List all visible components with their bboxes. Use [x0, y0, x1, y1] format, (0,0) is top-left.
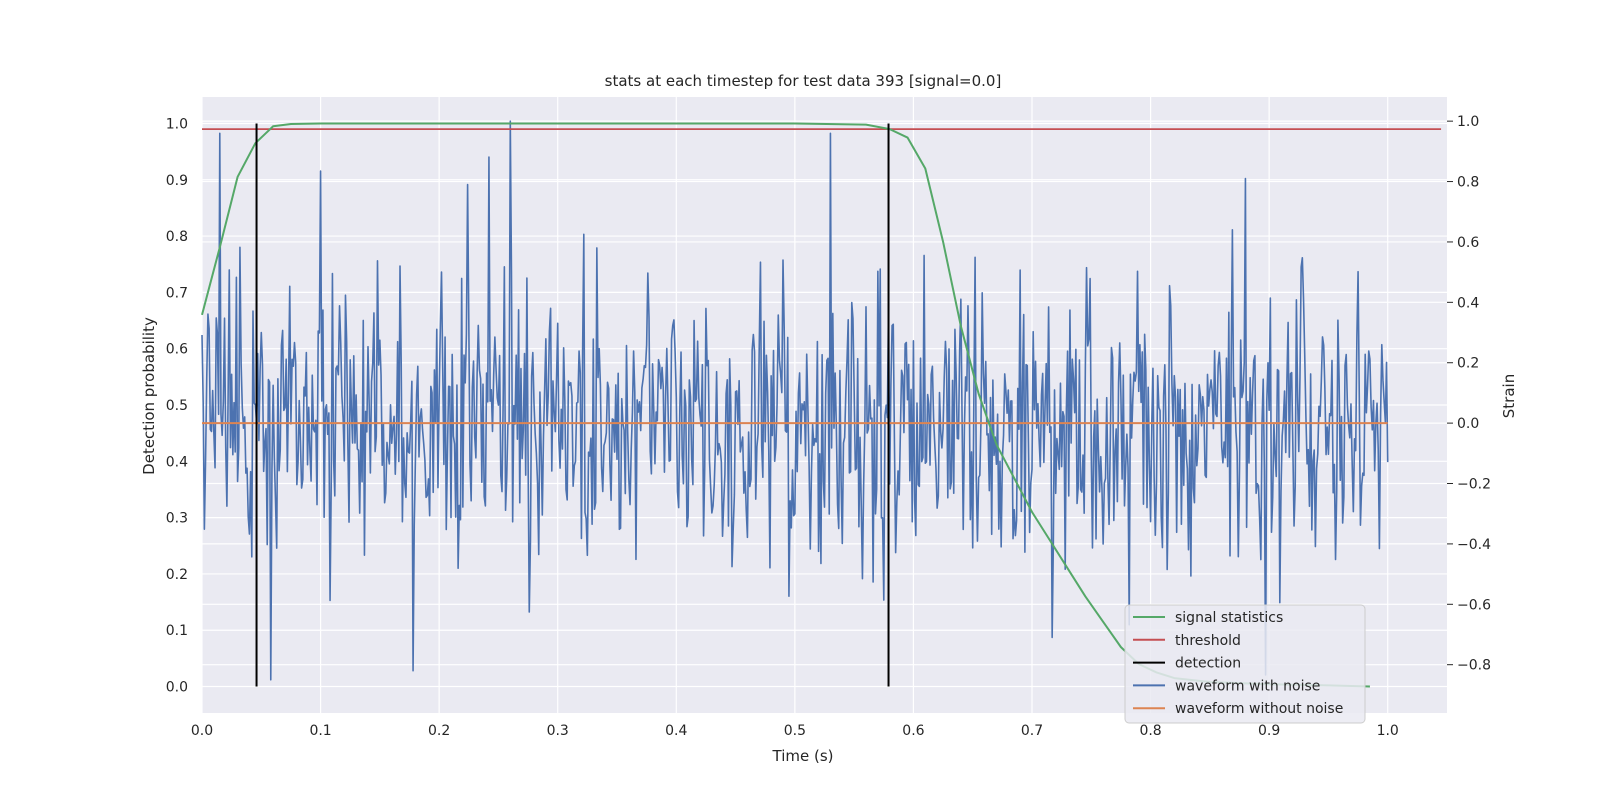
detection-series [255, 123, 890, 687]
y-tick-label-left: 0.1 [166, 623, 188, 639]
y-tick-label-right: 0.2 [1457, 356, 1479, 372]
y-axis-label-left: Detection probability [140, 317, 158, 475]
y-tick-label-right: 0.8 [1457, 175, 1479, 191]
y-tick-label-right: −0.6 [1457, 597, 1491, 613]
y-tick-label-left: 0.7 [166, 285, 188, 301]
x-tick-label: 0.6 [902, 723, 924, 739]
y-tick-label-left: 0.4 [166, 454, 188, 470]
legend-box [1124, 604, 1366, 724]
legend-entry: detection [1175, 656, 1241, 672]
x-tick-label: 0.1 [309, 723, 331, 739]
legend-entry: threshold [1175, 633, 1241, 649]
x-tick-label: 1.0 [1377, 723, 1399, 739]
y-tick-label-left: 0.5 [166, 398, 188, 414]
y-tick-label-left: 0.0 [166, 680, 188, 696]
y-tick-label-left: 0.8 [166, 229, 188, 245]
y-tick-label-right: −0.2 [1457, 477, 1491, 493]
y-tick-label-left: 0.9 [166, 173, 188, 189]
y-tick-label-right: 0.6 [1457, 235, 1479, 251]
x-tick-label: 0.7 [1021, 723, 1043, 739]
y-tick-label-left: 0.3 [166, 511, 188, 527]
y-tick-label-left: 1.0 [166, 116, 188, 132]
x-axis-label: Time (s) [772, 747, 834, 765]
x-tick-label: 0.3 [547, 723, 569, 739]
waveform-with-noise-series [201, 120, 1389, 681]
y-tick-label-right: 1.0 [1457, 114, 1479, 130]
x-tick-label: 0.2 [428, 723, 450, 739]
legend-entry: waveform with noise [1175, 678, 1320, 694]
x-tick-label: 0.4 [665, 723, 687, 739]
chart-title: stats at each timestep for test data 393… [605, 72, 1002, 90]
x-tick-label: 0.5 [784, 723, 806, 739]
y-tick-label-right: 0.4 [1457, 295, 1479, 311]
y-tick-label-right: 0.0 [1457, 416, 1479, 432]
x-tick-label: 0.8 [1139, 723, 1161, 739]
waveform-with-noise-line [201, 120, 1389, 681]
legend: signal statistics threshold detection wavef… [1124, 604, 1366, 724]
y-axis-label-right: Strain [1500, 374, 1518, 418]
y-tick-label-right: −0.4 [1457, 537, 1491, 553]
axes: 0.0 0.1 0.2 0.3 0.4 0.5 0.6 0.7 0.8 0.9 1.0 0.0 0.1 0… [166, 114, 1491, 739]
y-tick-label-right: −0.8 [1457, 658, 1491, 674]
legend-entry: signal statistics [1175, 610, 1283, 626]
y-tick-label-left: 0.6 [166, 342, 188, 358]
legend-entry: waveform without noise [1175, 701, 1343, 717]
y-tick-label-left: 0.2 [166, 567, 188, 583]
x-tick-label: 0.9 [1258, 723, 1280, 739]
x-tick-label: 0.0 [191, 723, 213, 739]
